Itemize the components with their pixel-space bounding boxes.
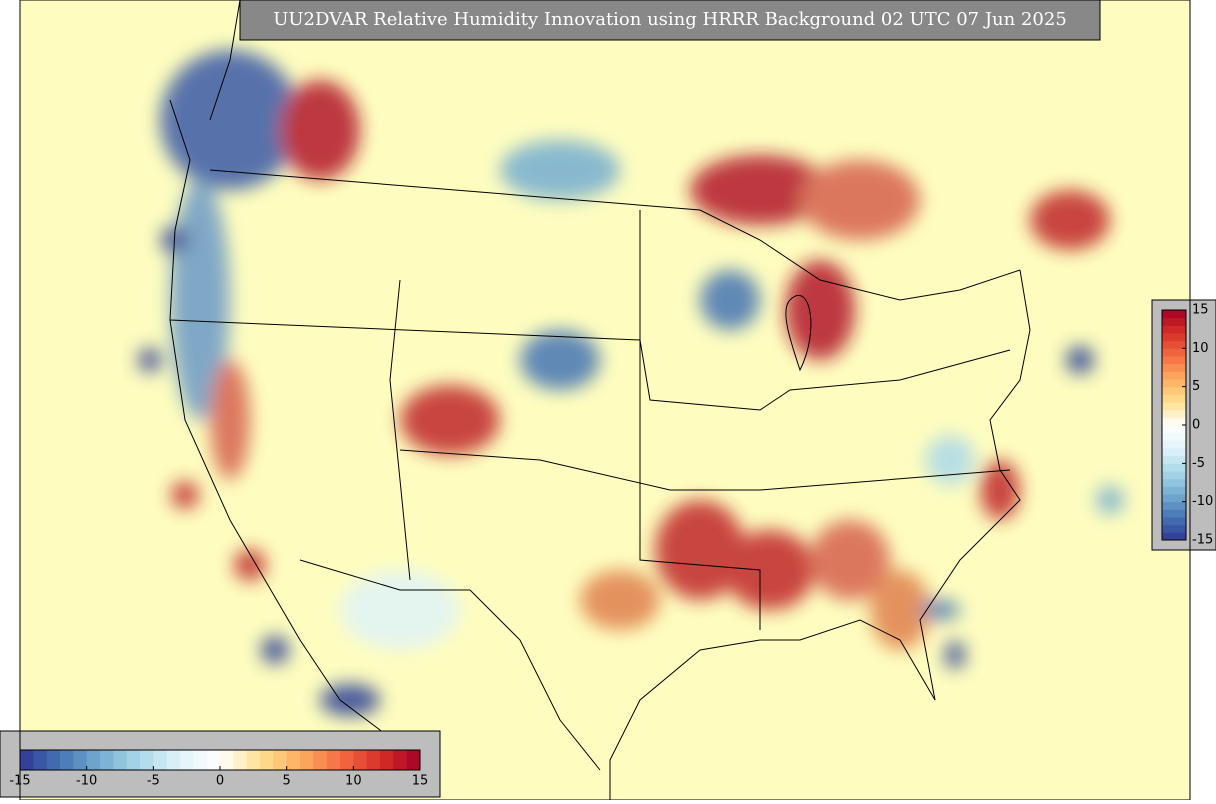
colorbar-band <box>33 750 48 770</box>
colorbar-band <box>126 750 141 770</box>
colorbar-band <box>46 750 61 770</box>
colorbar-band <box>1162 471 1186 480</box>
colorbar-tick-label: 15 <box>412 774 429 789</box>
colorbar-band <box>393 750 408 770</box>
colorbar-band <box>1162 486 1186 495</box>
colorbar-band <box>1162 478 1186 487</box>
colorbar-band <box>1162 356 1186 365</box>
colorbar-tick-label: 10 <box>1192 341 1209 356</box>
colorbar-band <box>100 750 114 770</box>
colorbar-band <box>326 750 341 770</box>
colorbar-tick-label: 0 <box>1192 418 1200 433</box>
map-title: UU2DVAR Relative Humidity Innovation usi… <box>273 9 1067 30</box>
colorbar-tick-label: -5 <box>147 774 160 789</box>
colorbar-band <box>1162 386 1186 395</box>
colorbar-band <box>300 750 314 770</box>
colorbar-tick-label: -10 <box>1192 494 1213 509</box>
colorbar-band <box>340 750 354 770</box>
colorbar-tick-label: -15 <box>9 774 30 789</box>
colorbar-band <box>1162 363 1186 372</box>
colorbar-band <box>1162 409 1186 418</box>
colorbar-band <box>220 750 234 770</box>
boundaries <box>169 0 1031 800</box>
colorbar-tick-label: 15 <box>1192 303 1209 318</box>
colorbar-band <box>1162 417 1186 426</box>
colorbar-band <box>1162 432 1186 441</box>
colorbar-tick-label: 5 <box>1192 379 1200 394</box>
colorbar-tick-label: -5 <box>1192 456 1205 471</box>
colorbar-tick-label: 10 <box>345 774 362 789</box>
colorbar-band <box>1162 402 1186 411</box>
colorbar-band <box>1162 325 1186 334</box>
colorbar-tick-label: -10 <box>76 774 97 789</box>
colorbar-band <box>140 750 154 770</box>
colorbar-band <box>1162 340 1186 349</box>
colorbar-band <box>353 750 368 770</box>
colorbar-band <box>1162 379 1186 388</box>
colorbar-band <box>246 750 261 770</box>
colorbar-band <box>153 750 168 770</box>
colorbar-band <box>1162 333 1186 342</box>
colorbar-band <box>86 750 101 770</box>
colorbar-tick-label: 0 <box>216 774 224 789</box>
colorbar-band <box>313 750 328 770</box>
colorbar-band <box>1162 448 1186 457</box>
colorbar-band <box>1162 524 1186 533</box>
colorbar-band <box>1162 440 1186 449</box>
colorbar-band <box>73 750 88 770</box>
colorbar-band <box>180 750 194 770</box>
colorbar-band <box>1162 310 1186 319</box>
title-box <box>239 0 1101 41</box>
colorbar-band <box>20 750 34 770</box>
colorbar-band <box>1162 348 1186 357</box>
colorbar-band <box>60 750 74 770</box>
colorbar-tick-label: -15 <box>1192 533 1213 548</box>
colorbar-band <box>1162 425 1186 434</box>
colorbar-band <box>1162 532 1186 541</box>
colorbar-band <box>1162 371 1186 380</box>
colorbar-band <box>193 750 208 770</box>
colorbar-band <box>206 750 221 770</box>
colorbar-band <box>366 750 381 770</box>
colorbar-band <box>1162 509 1186 518</box>
colorbar-band <box>1162 501 1186 510</box>
colorbar-band <box>1162 455 1186 464</box>
colorbar-band <box>260 750 274 770</box>
colorbar-band <box>1162 463 1186 472</box>
colorbar-band <box>233 750 248 770</box>
colorbar-band <box>406 750 421 770</box>
colorbar-band <box>113 750 128 770</box>
colorbar-tick-label: 5 <box>283 774 291 789</box>
colorbar-band <box>1162 517 1186 526</box>
colorbar-band <box>380 750 394 770</box>
colorbar-band <box>1162 394 1186 403</box>
humidity-field <box>138 50 1124 716</box>
colorbar-band <box>286 750 301 770</box>
colorbar-band <box>166 750 181 770</box>
colorbar-band <box>273 750 288 770</box>
colorbar-band <box>1162 494 1186 503</box>
colorbar-band <box>1162 317 1186 326</box>
